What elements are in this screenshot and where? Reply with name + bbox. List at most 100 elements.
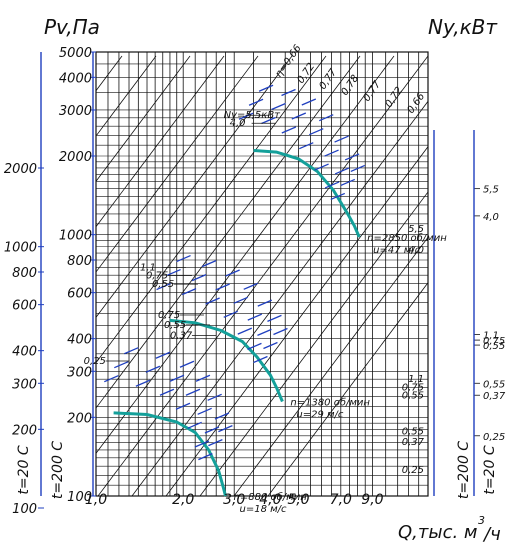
power-tick <box>124 347 139 355</box>
power-tick <box>214 412 230 420</box>
power-label: Ny=5,5кВт <box>224 110 282 121</box>
right-power-label: 0,75 <box>402 383 424 394</box>
y-tick-label: 300 <box>67 365 92 380</box>
power-tick <box>243 282 258 290</box>
power-tick <box>185 388 201 396</box>
power-tick <box>261 116 276 125</box>
power-label: 0,55 <box>152 279 174 290</box>
right-axis-power-label: 1,1 <box>483 330 499 341</box>
power-tick <box>238 112 254 120</box>
power-tick <box>324 181 340 189</box>
power-tick <box>114 361 129 369</box>
efficiency-label: 0,72 <box>383 85 405 110</box>
y-tick-label: 5000 <box>59 46 92 61</box>
power-label: 0,75 <box>158 310 180 321</box>
x-tick-label: 9,0 <box>361 492 383 508</box>
power-tick <box>195 374 211 382</box>
efficiency-ray <box>96 55 395 454</box>
power-tick <box>207 393 222 401</box>
y-tick-label: 800 <box>67 254 92 269</box>
power-tick <box>247 342 262 350</box>
plot-frame <box>95 51 429 497</box>
right-axis-power-label: 4,0 <box>483 212 499 223</box>
power-tick <box>281 126 297 134</box>
power-tick <box>205 297 220 305</box>
power-tick <box>179 360 195 368</box>
power-tick <box>257 328 272 336</box>
x-tick-label: 5,0 <box>287 492 309 508</box>
power-tick <box>273 327 288 336</box>
power-tick <box>247 313 263 321</box>
power-label: 0,37 <box>170 331 193 342</box>
efficiency-rays <box>96 55 428 496</box>
efficiency-ray <box>96 55 259 273</box>
x-tick-label: 7,0 <box>330 492 352 508</box>
power-tick <box>198 453 213 461</box>
power-tick <box>344 153 360 161</box>
speed-label: n=880 об/мин <box>234 491 308 503</box>
power-tick <box>145 365 161 373</box>
power-tick <box>253 355 268 364</box>
right-power-label: 0,37 <box>402 437 425 448</box>
left-axis-title: Pv,Па <box>44 15 100 39</box>
power-tick <box>166 268 181 277</box>
efficiency-label: 0,77 <box>361 79 383 104</box>
power-tick <box>204 426 220 434</box>
grid <box>95 51 429 497</box>
efficiency-ray <box>165 146 428 496</box>
right-axis-power-label: 5,5 <box>483 185 499 196</box>
fan-curves <box>104 84 366 497</box>
fan-curve-0 <box>253 149 361 238</box>
power-tick <box>319 114 334 122</box>
power-tick <box>223 310 238 318</box>
power-tick <box>187 421 202 429</box>
temperature-axis-label: t=20 С <box>482 445 498 494</box>
y-tick-label: 4000 <box>59 71 92 86</box>
power-tick <box>350 164 366 173</box>
right-axis-power-label: 0,55 <box>483 379 505 390</box>
power-tick <box>194 440 210 448</box>
power-tick <box>104 375 119 383</box>
power-tick <box>155 351 171 359</box>
x-tick-label: 4,0 <box>259 492 281 508</box>
temperature-axis-label: t=200 С <box>50 441 66 499</box>
right-axis-title: Ny,кВт <box>428 15 498 39</box>
power-tick <box>191 274 207 282</box>
speed-label: n=2850 об/мин <box>367 232 447 244</box>
power-tick <box>215 283 230 291</box>
fan-curve-2 <box>113 411 227 497</box>
power-tick <box>175 402 191 410</box>
power-tick <box>271 102 286 111</box>
right-power-label: 4,0 <box>408 245 424 256</box>
efficiency-ray <box>96 55 327 364</box>
power-tick <box>314 163 329 171</box>
x-axis-label-sup: 3 <box>478 514 485 527</box>
y-tick-label: 1000 <box>59 229 92 244</box>
y-tick-label: 600 <box>67 287 92 302</box>
power-tick <box>340 178 356 187</box>
efficiency-ray <box>96 55 225 228</box>
efficiency-ray <box>233 236 428 496</box>
power-tick <box>263 341 278 350</box>
power-tick <box>334 135 349 143</box>
power-tick <box>201 260 217 268</box>
power-tick <box>159 388 175 396</box>
power-tick <box>169 374 185 382</box>
power-tick <box>248 98 264 106</box>
power-tick <box>208 439 223 447</box>
right-axis-power-label: 0,55 <box>483 341 505 352</box>
power-tick <box>258 84 274 92</box>
efficiency-ray <box>96 55 191 182</box>
right-power-label: 0,25 <box>402 465 424 476</box>
x-tick-label: 3,0 <box>223 492 245 508</box>
tip-speed-label: u=18 м/с <box>240 504 288 515</box>
power-tick <box>301 98 317 106</box>
power-tick <box>237 327 253 335</box>
right-power-label: 0,55 <box>402 390 424 401</box>
x-axis-label: Q,тыс. м <box>398 522 478 543</box>
power-tick <box>225 269 240 277</box>
y2-tick-label: 1000 <box>4 241 37 256</box>
tip-speed-label: u=29 м/с <box>296 409 344 420</box>
